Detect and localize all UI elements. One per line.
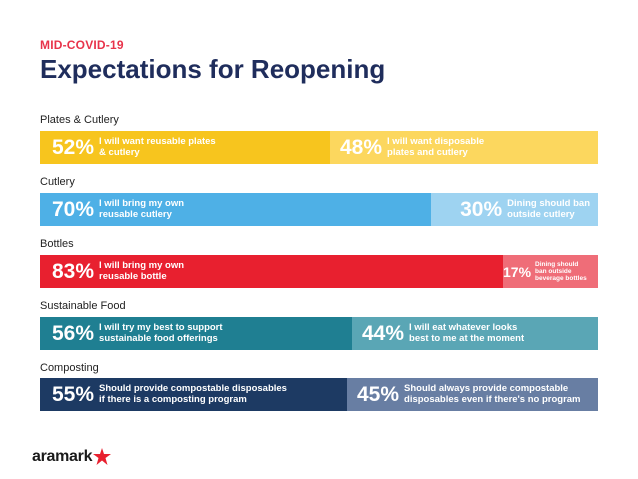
description-line: Dining should ban — [507, 197, 590, 209]
segment-description: Should always provide compostable disposa… — [404, 382, 581, 405]
percent-label: 30% — [460, 198, 503, 221]
segment-description: Dining should ban outside beverage bottle… — [535, 261, 590, 283]
subtitle-kicker: MID-COVID-19 — [40, 38, 124, 52]
segment-description: I will try my best to support sustainable… — [99, 321, 223, 344]
percent-label: 83% — [52, 260, 95, 283]
bar-segment: 83% I will bring my own reusable bottle — [40, 255, 503, 288]
description-line: I will want disposable — [387, 135, 485, 147]
description-line: best to me at the moment — [409, 332, 525, 344]
bar-segment: 56% I will try my best to support sustaina… — [40, 317, 352, 350]
segment-description: I will eat whatever looks best to me at t… — [409, 321, 525, 344]
description-line: sustainable food offerings — [99, 332, 218, 344]
description-line: I will eat whatever looks — [409, 321, 518, 333]
category-label: Sustainable Food — [40, 300, 126, 312]
description-line: I will bring my own — [99, 259, 185, 271]
segment-description: I will bring my own reusable cutlery — [99, 197, 185, 220]
bar-segment: 52% I will want reusable plates & cutlery — [40, 131, 330, 164]
description-line: I will bring my own — [99, 197, 185, 209]
description-line: Should provide compostable disposables — [99, 382, 287, 394]
aramark-logo: aramark — [32, 447, 112, 467]
description-line: plates and cutlery — [387, 146, 468, 158]
category-label: Plates & Cutlery — [40, 114, 119, 126]
bar-segment: 17% Dining should ban outside beverage bot… — [503, 255, 598, 288]
page-title: Expectations for Reopening — [40, 54, 386, 84]
percent-label: 48% — [340, 136, 383, 159]
description-line: beverage bottles — [535, 275, 587, 283]
percent-label: 55% — [52, 383, 95, 406]
segment-description: I will want disposable plates and cutlery — [387, 135, 485, 158]
description-line: I will try my best to support — [99, 321, 223, 333]
description-line: reusable cutlery — [99, 208, 172, 220]
description-line: Should always provide compostable — [404, 382, 569, 394]
category-label: Cutlery — [40, 176, 75, 188]
description-line: outside cutlery — [507, 208, 575, 220]
description-line: reusable bottle — [99, 270, 167, 282]
bar-segment: 70% I will bring my own reusable cutlery — [40, 193, 431, 226]
percent-label: 17% — [503, 263, 532, 280]
star-person-icon — [93, 448, 112, 465]
percent-label: 45% — [357, 383, 400, 406]
logo-wordmark: aramark — [32, 448, 93, 465]
description-line: disposables even if there's no program — [404, 393, 581, 405]
segment-description: Should provide compostable disposables if… — [99, 382, 287, 405]
bar-segment: 48% I will want disposable plates and cutl… — [330, 131, 598, 164]
category-label: Bottles — [40, 238, 74, 250]
bar-segment: 55% Should provide compostable disposable… — [40, 378, 347, 411]
percent-label: 52% — [52, 136, 95, 159]
percent-label: 44% — [362, 322, 405, 345]
segment-description: I will bring my own reusable bottle — [99, 259, 185, 282]
percent-label: 56% — [52, 322, 95, 345]
description-line: & cutlery — [99, 146, 140, 158]
category-label: Composting — [40, 362, 99, 374]
description-line: if there is a composting program — [99, 393, 247, 405]
percent-label: 70% — [52, 198, 95, 221]
description-line: I will want reusable plates — [99, 135, 216, 147]
bar-segment: 45% Should always provide compostable disp… — [347, 378, 598, 411]
segment-description: Dining should ban outside cutlery — [507, 197, 590, 220]
bar-segment: 44% I will eat whatever looks best to me a… — [352, 317, 598, 350]
segment-description: I will want reusable plates & cutlery — [99, 135, 216, 158]
bar-segment: 30% Dining should ban outside cutlery — [431, 193, 598, 226]
description-line: Dining should ban outside — [535, 260, 579, 275]
